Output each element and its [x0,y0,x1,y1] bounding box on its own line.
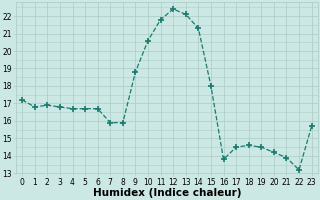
X-axis label: Humidex (Indice chaleur): Humidex (Indice chaleur) [93,188,241,198]
